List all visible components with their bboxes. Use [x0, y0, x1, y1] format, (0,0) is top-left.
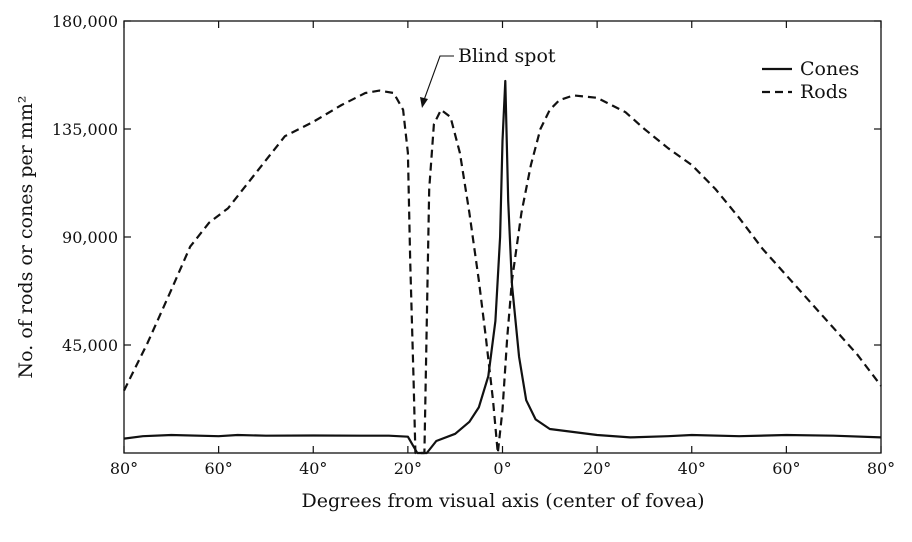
- axis-ticks: 80° 60° 40° 20° 0° 20° 40° 60° 80° 45,000 90,000 13…: [52, 12, 895, 478]
- x-tick-label: 0°: [493, 459, 511, 478]
- x-tick-label: 80°: [867, 459, 895, 478]
- y-tick-label: 90,000: [62, 228, 118, 247]
- y-tick-label: 180,000: [52, 12, 118, 31]
- x-axis-title: Degrees from visual axis (center of fove…: [302, 490, 705, 512]
- x-tick-label: 60°: [204, 459, 232, 478]
- x-tick-label: 20°: [394, 459, 422, 478]
- y-tick-label: 45,000: [62, 336, 118, 355]
- x-tick-label: 20°: [583, 459, 611, 478]
- blind-spot-annotation: Blind spot: [420, 45, 556, 108]
- x-tick-label: 60°: [772, 459, 800, 478]
- blind-spot-arrowhead: [420, 97, 428, 108]
- legend-label-cones: Cones: [800, 58, 859, 80]
- x-tick-label: 40°: [299, 459, 327, 478]
- legend-label-rods: Rods: [800, 81, 848, 103]
- x-tick-label: 40°: [678, 459, 706, 478]
- plot-frame: [123, 20, 882, 454]
- y-tick-label: 135,000: [52, 120, 118, 139]
- y-axis-title: No. of rods or cones per mm²: [15, 96, 37, 379]
- blind-spot-label: Blind spot: [458, 45, 556, 67]
- series-line-cones: [123, 79, 882, 455]
- series-line-rods: [123, 89, 882, 455]
- series-lines: [123, 79, 882, 455]
- blind-spot-leader: [423, 55, 454, 101]
- x-tick-label: 80°: [110, 459, 138, 478]
- legend: Cones Rods: [762, 58, 859, 103]
